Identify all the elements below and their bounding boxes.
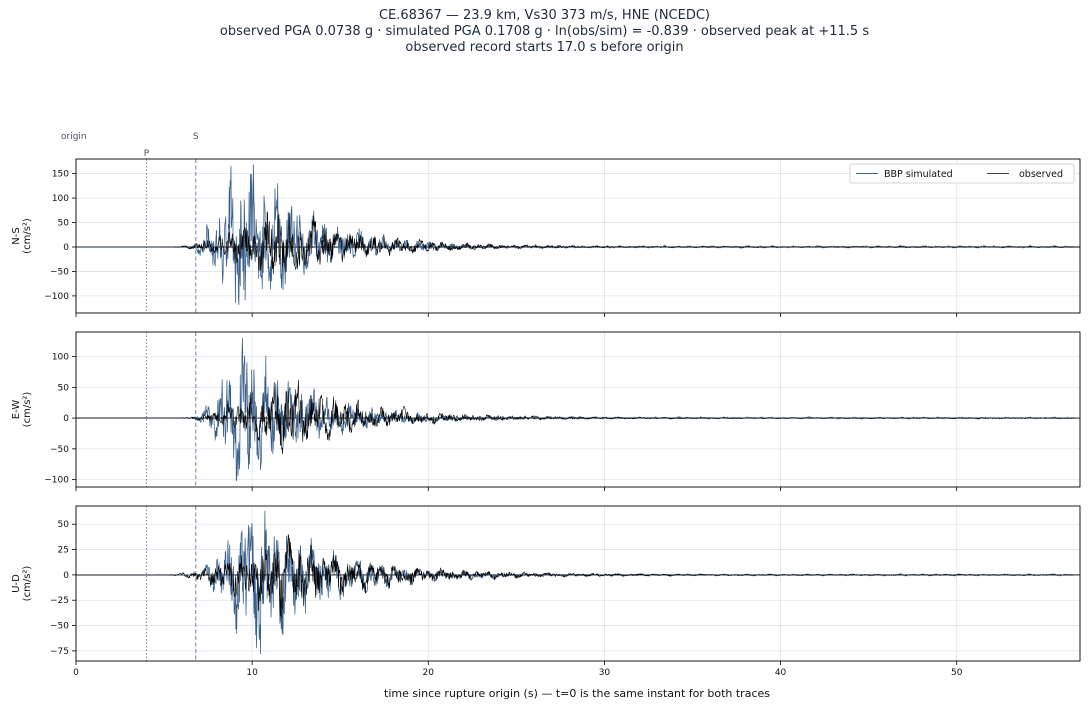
panel-frame	[75, 158, 1081, 314]
simulated-trace-n-s	[76, 164, 1075, 306]
legend-label-observed: observed	[1019, 169, 1063, 180]
y-tick-label: 50	[58, 520, 70, 530]
x-tick-label: 20	[423, 668, 435, 678]
simulated-trace-u-d	[76, 510, 1075, 655]
x-tick-label: 50	[951, 668, 963, 678]
y-tick-label: −25	[50, 596, 69, 606]
y-axis-label-unit: (cm/s²)	[22, 218, 33, 254]
y-tick-label: −75	[50, 647, 69, 657]
title-line-2: observed PGA 0.0738 g · simulated PGA 0.…	[219, 24, 870, 39]
panel-e-w: −100 −50 0 50 100 E-W (cm/s²)	[11, 331, 1081, 491]
legend-label-simulated: BBP simulated	[884, 169, 953, 180]
y-tick-label: −50	[50, 445, 69, 455]
p-arrival-label: P	[144, 149, 150, 159]
y-tick-label: 100	[52, 194, 69, 204]
title-line-3: observed record starts 17.0 s before ori…	[405, 40, 684, 55]
y-tick-label: 0	[63, 414, 69, 424]
y-tick-label: −100	[44, 292, 69, 302]
x-tick-label: 10	[246, 668, 258, 678]
y-axis-label-component: E-W	[11, 400, 22, 420]
y-tick-label: 0	[63, 243, 69, 253]
legend-box	[849, 163, 1075, 184]
y-axis-label-component: U-D	[11, 574, 22, 593]
panel-frame	[75, 331, 1081, 488]
panel-n-s: −100 −50 0 50 100 150 N-S (cm/s²) BBP simulated o…	[11, 158, 1081, 317]
x-tick-label: 40	[775, 668, 787, 678]
y-tick-label: 50	[58, 383, 70, 393]
x-tick-label: 0	[73, 668, 79, 678]
origin-label: origin	[61, 132, 87, 142]
title-line-1: CE.68367 — 23.9 km, Vs30 373 m/s, HNE (N…	[378, 8, 711, 23]
x-tick-label: 30	[599, 668, 611, 678]
simulated-trace-e-w	[76, 337, 1075, 482]
observed-trace-u-d	[76, 534, 1075, 618]
y-tick-label: 25	[58, 546, 69, 556]
x-axis-label: time since rupture origin (s) — t=0 is t…	[384, 687, 770, 700]
y-axis-label-component: N-S	[11, 227, 22, 244]
y-tick-label: 100	[52, 353, 69, 363]
y-axis-label-unit: (cm/s²)	[22, 392, 33, 428]
s-arrival-label: S	[193, 132, 199, 142]
y-tick-label: −100	[44, 476, 69, 486]
y-tick-label: 150	[52, 170, 69, 180]
observed-trace-e-w	[76, 379, 1075, 455]
legend: BBP simulated observed	[849, 163, 1075, 184]
panel-frame	[75, 505, 1081, 662]
y-tick-label: 50	[58, 219, 70, 229]
y-tick-label: 0	[63, 571, 69, 581]
panel-u-d: 0 10 20 30 40 50 −75 −50 −25 0 25 50 U-D (cm/s²)	[11, 505, 1081, 678]
y-axis-label-unit: (cm/s²)	[22, 566, 33, 602]
figure-title: CE.68367 — 23.9 km, Vs30 373 m/s, HNE (N…	[0, 8, 1089, 56]
y-tick-label: −50	[50, 267, 69, 277]
observed-trace-n-s	[76, 211, 1075, 275]
y-tick-label: −50	[50, 622, 69, 632]
